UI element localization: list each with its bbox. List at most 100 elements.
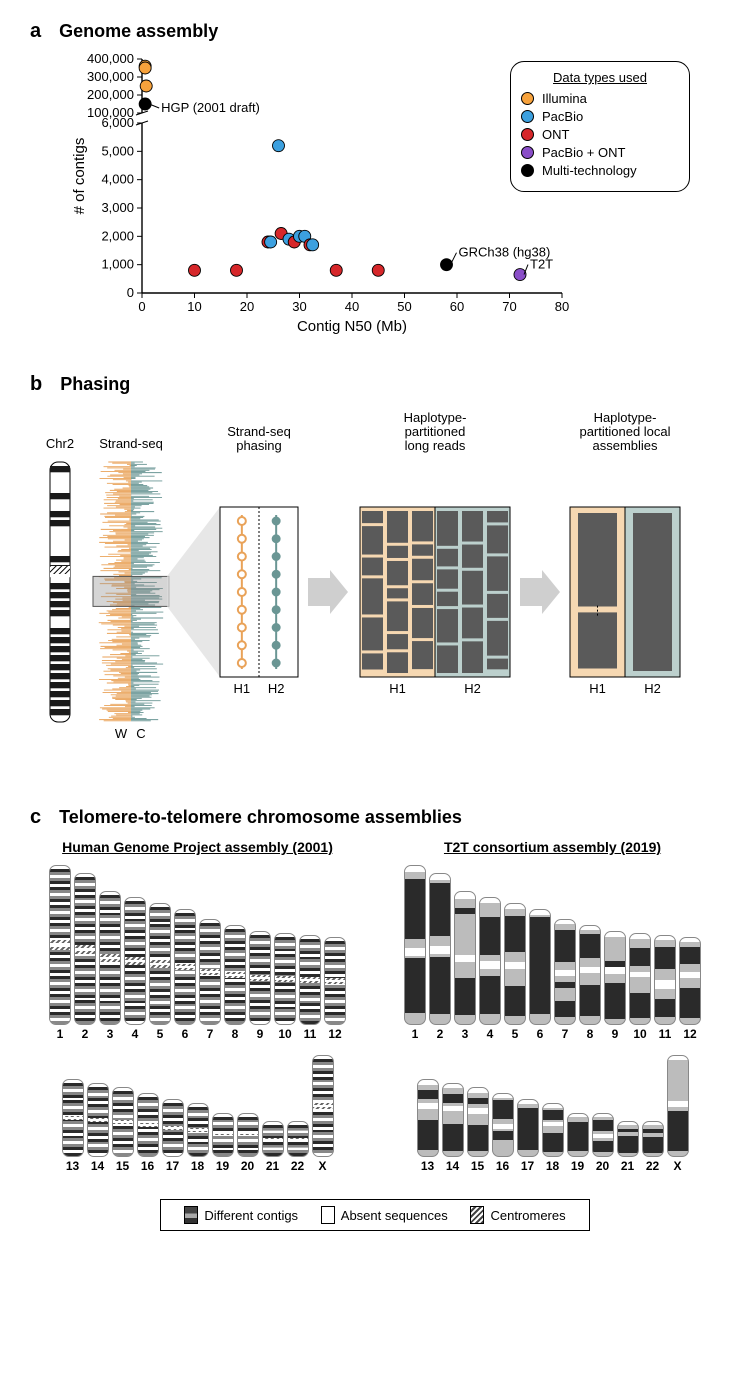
c-legend-swatch — [321, 1206, 335, 1224]
chrom-label: 11 — [654, 1027, 676, 1041]
panel-c-title: Telomere-to-telomere chromosome assembli… — [59, 807, 462, 828]
svg-text:# of contigs: # of contigs — [71, 138, 88, 215]
svg-text:H2: H2 — [268, 681, 285, 696]
chromosome — [517, 1099, 539, 1157]
c-legend-item: Centromeres — [470, 1206, 565, 1224]
chromosome — [249, 931, 271, 1025]
legend-item: PacBio — [521, 109, 679, 124]
chromosome — [404, 865, 426, 1025]
scatter-legend: Data types used IlluminaPacBioONTPacBio … — [510, 61, 690, 192]
chrom-label: 16 — [137, 1159, 159, 1173]
chrom-label: 15 — [467, 1159, 489, 1173]
chromosome — [617, 1121, 639, 1157]
chrom-label: 15 — [112, 1159, 134, 1173]
chrom-label: 8 — [579, 1027, 601, 1041]
svg-text:H1: H1 — [589, 681, 606, 696]
legend-label: ONT — [542, 127, 569, 142]
svg-text:5,000: 5,000 — [101, 143, 134, 158]
t2t-header: T2T consortium assembly (2019) — [385, 839, 720, 855]
chrom-label: 13 — [417, 1159, 439, 1173]
chrom-label: 3 — [454, 1027, 476, 1041]
chromosome — [642, 1121, 664, 1157]
chrom-label: 21 — [262, 1159, 284, 1173]
svg-text:80: 80 — [555, 299, 569, 314]
svg-text:60: 60 — [450, 299, 464, 314]
chromosome — [529, 909, 551, 1025]
chrom-label: 16 — [492, 1159, 514, 1173]
chrom-label: 9 — [604, 1027, 626, 1041]
hgp-column: 12345678910111213141516171819202122X — [30, 865, 365, 1187]
chrom-labels: 123456789101112 — [30, 1027, 365, 1041]
legend-label: Multi-technology — [542, 163, 637, 178]
chrom-label: 1 — [404, 1027, 426, 1041]
svg-text:300,000: 300,000 — [87, 69, 134, 84]
chrom-label: 17 — [162, 1159, 184, 1173]
chromosome — [199, 919, 221, 1025]
svg-text:Contig N50 (Mb): Contig N50 (Mb) — [297, 318, 407, 335]
chromosome — [579, 925, 601, 1025]
svg-text:W: W — [115, 726, 128, 741]
svg-text:200,000: 200,000 — [87, 87, 134, 102]
chromosome — [554, 919, 576, 1025]
chrom-label: 14 — [442, 1159, 464, 1173]
svg-text:40: 40 — [345, 299, 359, 314]
legend-dot — [521, 128, 534, 141]
c-legend-swatch — [470, 1206, 484, 1224]
chrom-label: 21 — [617, 1159, 639, 1173]
chromosome — [137, 1093, 159, 1157]
chrom-label: 5 — [149, 1027, 171, 1041]
chrom-labels: 13141516171819202122X — [385, 1159, 720, 1173]
chrom-label: 12 — [324, 1027, 346, 1041]
svg-text:20: 20 — [240, 299, 254, 314]
chrom-label: 12 — [679, 1027, 701, 1041]
legend-item: Multi-technology — [521, 163, 679, 178]
c-legend-label: Centromeres — [490, 1208, 565, 1223]
svg-text:100,000: 100,000 — [87, 105, 134, 120]
chromosome — [567, 1113, 589, 1157]
panel-a-letter: a — [30, 20, 41, 43]
chrom-label: 17 — [517, 1159, 539, 1173]
chrom-label: 8 — [224, 1027, 246, 1041]
svg-text:Strand-seq: Strand-seq — [99, 436, 163, 451]
chrom-label: 7 — [199, 1027, 221, 1041]
chrom-label: 4 — [124, 1027, 146, 1041]
chrom-row — [385, 865, 720, 1025]
chromosome — [262, 1121, 284, 1157]
chrom-label: 22 — [642, 1159, 664, 1173]
chrom-label: 7 — [554, 1027, 576, 1041]
chromosome — [49, 865, 71, 1025]
chrom-label: 22 — [287, 1159, 309, 1173]
chromosome — [417, 1079, 439, 1157]
chromosome — [187, 1103, 209, 1157]
chromosome — [479, 897, 501, 1025]
svg-text:1,000: 1,000 — [101, 257, 134, 272]
panel-c-legend: Different contigsAbsent sequencesCentrom… — [160, 1199, 590, 1231]
legend-item: PacBio + ONT — [521, 145, 679, 160]
chromosome — [299, 935, 321, 1025]
hgp-header: Human Genome Project assembly (2001) — [30, 839, 365, 855]
chrom-label: 19 — [567, 1159, 589, 1173]
chrom-label: 1 — [49, 1027, 71, 1041]
svg-text:30: 30 — [292, 299, 306, 314]
svg-text:Strand-seq: Strand-seq — [227, 424, 291, 439]
svg-text:partitioned: partitioned — [405, 424, 466, 439]
chrom-label: 20 — [592, 1159, 614, 1173]
chrom-label: 6 — [174, 1027, 196, 1041]
c-legend-label: Absent sequences — [341, 1208, 448, 1223]
chromosome — [504, 903, 526, 1025]
chrom-label: 10 — [274, 1027, 296, 1041]
chromosome — [679, 937, 701, 1025]
legend-item: ONT — [521, 127, 679, 142]
svg-text:10: 10 — [187, 299, 201, 314]
svg-text:H2: H2 — [644, 681, 661, 696]
chrom-label: 19 — [212, 1159, 234, 1173]
phasing-diagram: Chr2Strand-seqWCStrand-seqphasingH1H2Hap… — [40, 406, 700, 776]
panel-c-t2t: c Telomere-to-telomere chromosome assemb… — [30, 806, 725, 1231]
svg-text:phasing: phasing — [236, 438, 282, 453]
svg-text:Haplotype-: Haplotype- — [404, 410, 467, 425]
legend-label: Illumina — [542, 91, 587, 106]
chromosome — [224, 925, 246, 1025]
chrom-label: 13 — [62, 1159, 84, 1173]
legend-dot — [521, 110, 534, 123]
chrom-row — [30, 1055, 365, 1157]
